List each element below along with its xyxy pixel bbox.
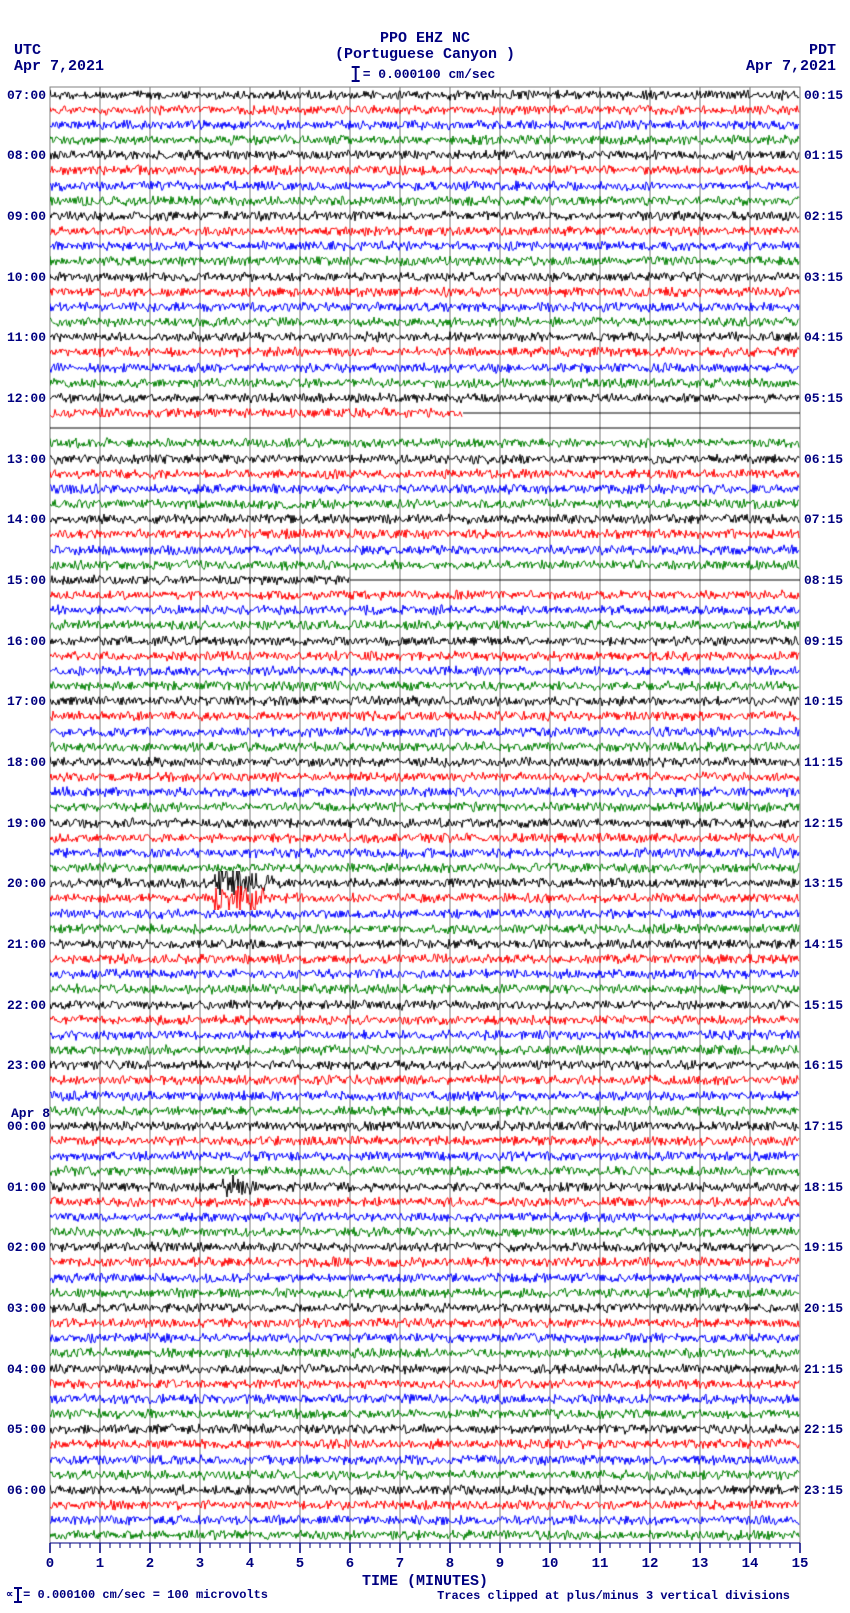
svg-text:7: 7 <box>396 1556 404 1572</box>
pdt-time-label: 00:15 <box>800 88 850 103</box>
svg-text:10: 10 <box>542 1556 559 1572</box>
utc-time-label: 04:00 <box>0 1362 50 1377</box>
utc-time-label: 13:00 <box>0 452 50 467</box>
pdt-time-label: 21:15 <box>800 1362 850 1377</box>
utc-time-label: 23:00 <box>0 1058 50 1073</box>
footer-scale-text: = 0.000100 cm/sec = 100 microvolts <box>23 1588 268 1602</box>
svg-text:4: 4 <box>246 1556 254 1572</box>
utc-time-label: 14:00 <box>0 512 50 527</box>
pdt-time-label: 07:15 <box>800 512 850 527</box>
pdt-time-label: 09:15 <box>800 634 850 649</box>
utc-time-label: 05:00 <box>0 1422 50 1437</box>
left-date-label: Apr 7,2021 <box>14 58 104 75</box>
svg-text:12: 12 <box>642 1556 659 1572</box>
pdt-time-label: 18:15 <box>800 1180 850 1195</box>
scale-text: = 0.000100 cm/sec <box>363 67 496 82</box>
utc-time-label: Apr 800:00 <box>0 1119 50 1134</box>
pdt-time-label: 02:15 <box>800 209 850 224</box>
right-date-label: Apr 7,2021 <box>746 58 836 75</box>
pdt-time-label: 04:15 <box>800 330 850 345</box>
svg-text:3: 3 <box>196 1556 204 1572</box>
svg-text:2: 2 <box>146 1556 154 1572</box>
trace-container: 07:0000:1508:0001:1509:0002:1510:0003:15… <box>50 87 800 1543</box>
pdt-time-label: 17:15 <box>800 1119 850 1134</box>
utc-time-label: 08:00 <box>0 148 50 163</box>
pdt-time-label: 14:15 <box>800 937 850 952</box>
svg-text:15: 15 <box>792 1556 809 1572</box>
scale-indicator: = 0.000100 cm/sec <box>355 66 496 82</box>
utc-time-label: 11:00 <box>0 330 50 345</box>
scale-bar-icon <box>355 66 357 82</box>
pdt-time-label: 06:15 <box>800 452 850 467</box>
pdt-time-label: 08:15 <box>800 573 850 588</box>
footer-scale: ∝ = 0.000100 cm/sec = 100 microvolts <box>6 1587 268 1603</box>
pdt-time-label: 23:15 <box>800 1483 850 1498</box>
utc-time-label: 02:00 <box>0 1240 50 1255</box>
helicorder-plot: 07:0000:1508:0001:1509:0002:1510:0003:15… <box>50 87 800 1543</box>
svg-text:5: 5 <box>296 1556 304 1572</box>
scale-bar-icon <box>17 1587 19 1603</box>
utc-time-label: 03:00 <box>0 1301 50 1316</box>
seismogram-page: PPO EHZ NC (Portuguese Canyon ) = 0.0001… <box>0 0 850 1613</box>
utc-time-label: 10:00 <box>0 270 50 285</box>
footer-note: Traces clipped at plus/minus 3 vertical … <box>437 1589 790 1603</box>
svg-text:8: 8 <box>446 1556 454 1572</box>
svg-text:TIME (MINUTES): TIME (MINUTES) <box>362 1573 488 1590</box>
pdt-time-label: 12:15 <box>800 816 850 831</box>
pdt-time-label: 16:15 <box>800 1058 850 1073</box>
pdt-time-label: 20:15 <box>800 1301 850 1316</box>
utc-time-label: 01:00 <box>0 1180 50 1195</box>
pdt-time-label: 05:15 <box>800 391 850 406</box>
utc-time-label: 16:00 <box>0 634 50 649</box>
svg-text:13: 13 <box>692 1556 709 1572</box>
utc-time-label: 20:00 <box>0 876 50 891</box>
utc-time-label: 09:00 <box>0 209 50 224</box>
utc-time-label: 06:00 <box>0 1483 50 1498</box>
svg-text:6: 6 <box>346 1556 354 1572</box>
svg-text:1: 1 <box>96 1556 104 1572</box>
utc-time-label: 15:00 <box>0 573 50 588</box>
svg-text:9: 9 <box>496 1556 504 1572</box>
right-tz-label: PDT <box>809 42 836 59</box>
pdt-time-label: 22:15 <box>800 1422 850 1437</box>
utc-time-label: 18:00 <box>0 755 50 770</box>
utc-time-label: 17:00 <box>0 694 50 709</box>
pdt-time-label: 15:15 <box>800 998 850 1013</box>
pdt-time-label: 10:15 <box>800 694 850 709</box>
svg-text:11: 11 <box>592 1556 609 1572</box>
utc-time-label: 21:00 <box>0 937 50 952</box>
utc-time-label: 19:00 <box>0 816 50 831</box>
svg-text:0: 0 <box>46 1556 54 1572</box>
pdt-time-label: 03:15 <box>800 270 850 285</box>
left-tz-label: UTC <box>14 42 41 59</box>
utc-time-label: 07:00 <box>0 88 50 103</box>
station-subtitle: (Portuguese Canyon ) <box>0 46 850 63</box>
utc-time-label: 12:00 <box>0 391 50 406</box>
station-title: PPO EHZ NC <box>0 30 850 47</box>
pdt-time-label: 13:15 <box>800 876 850 891</box>
pdt-time-label: 19:15 <box>800 1240 850 1255</box>
svg-text:14: 14 <box>742 1556 759 1572</box>
pdt-time-label: 01:15 <box>800 148 850 163</box>
pdt-time-label: 11:15 <box>800 755 850 770</box>
utc-time-label: 22:00 <box>0 998 50 1013</box>
